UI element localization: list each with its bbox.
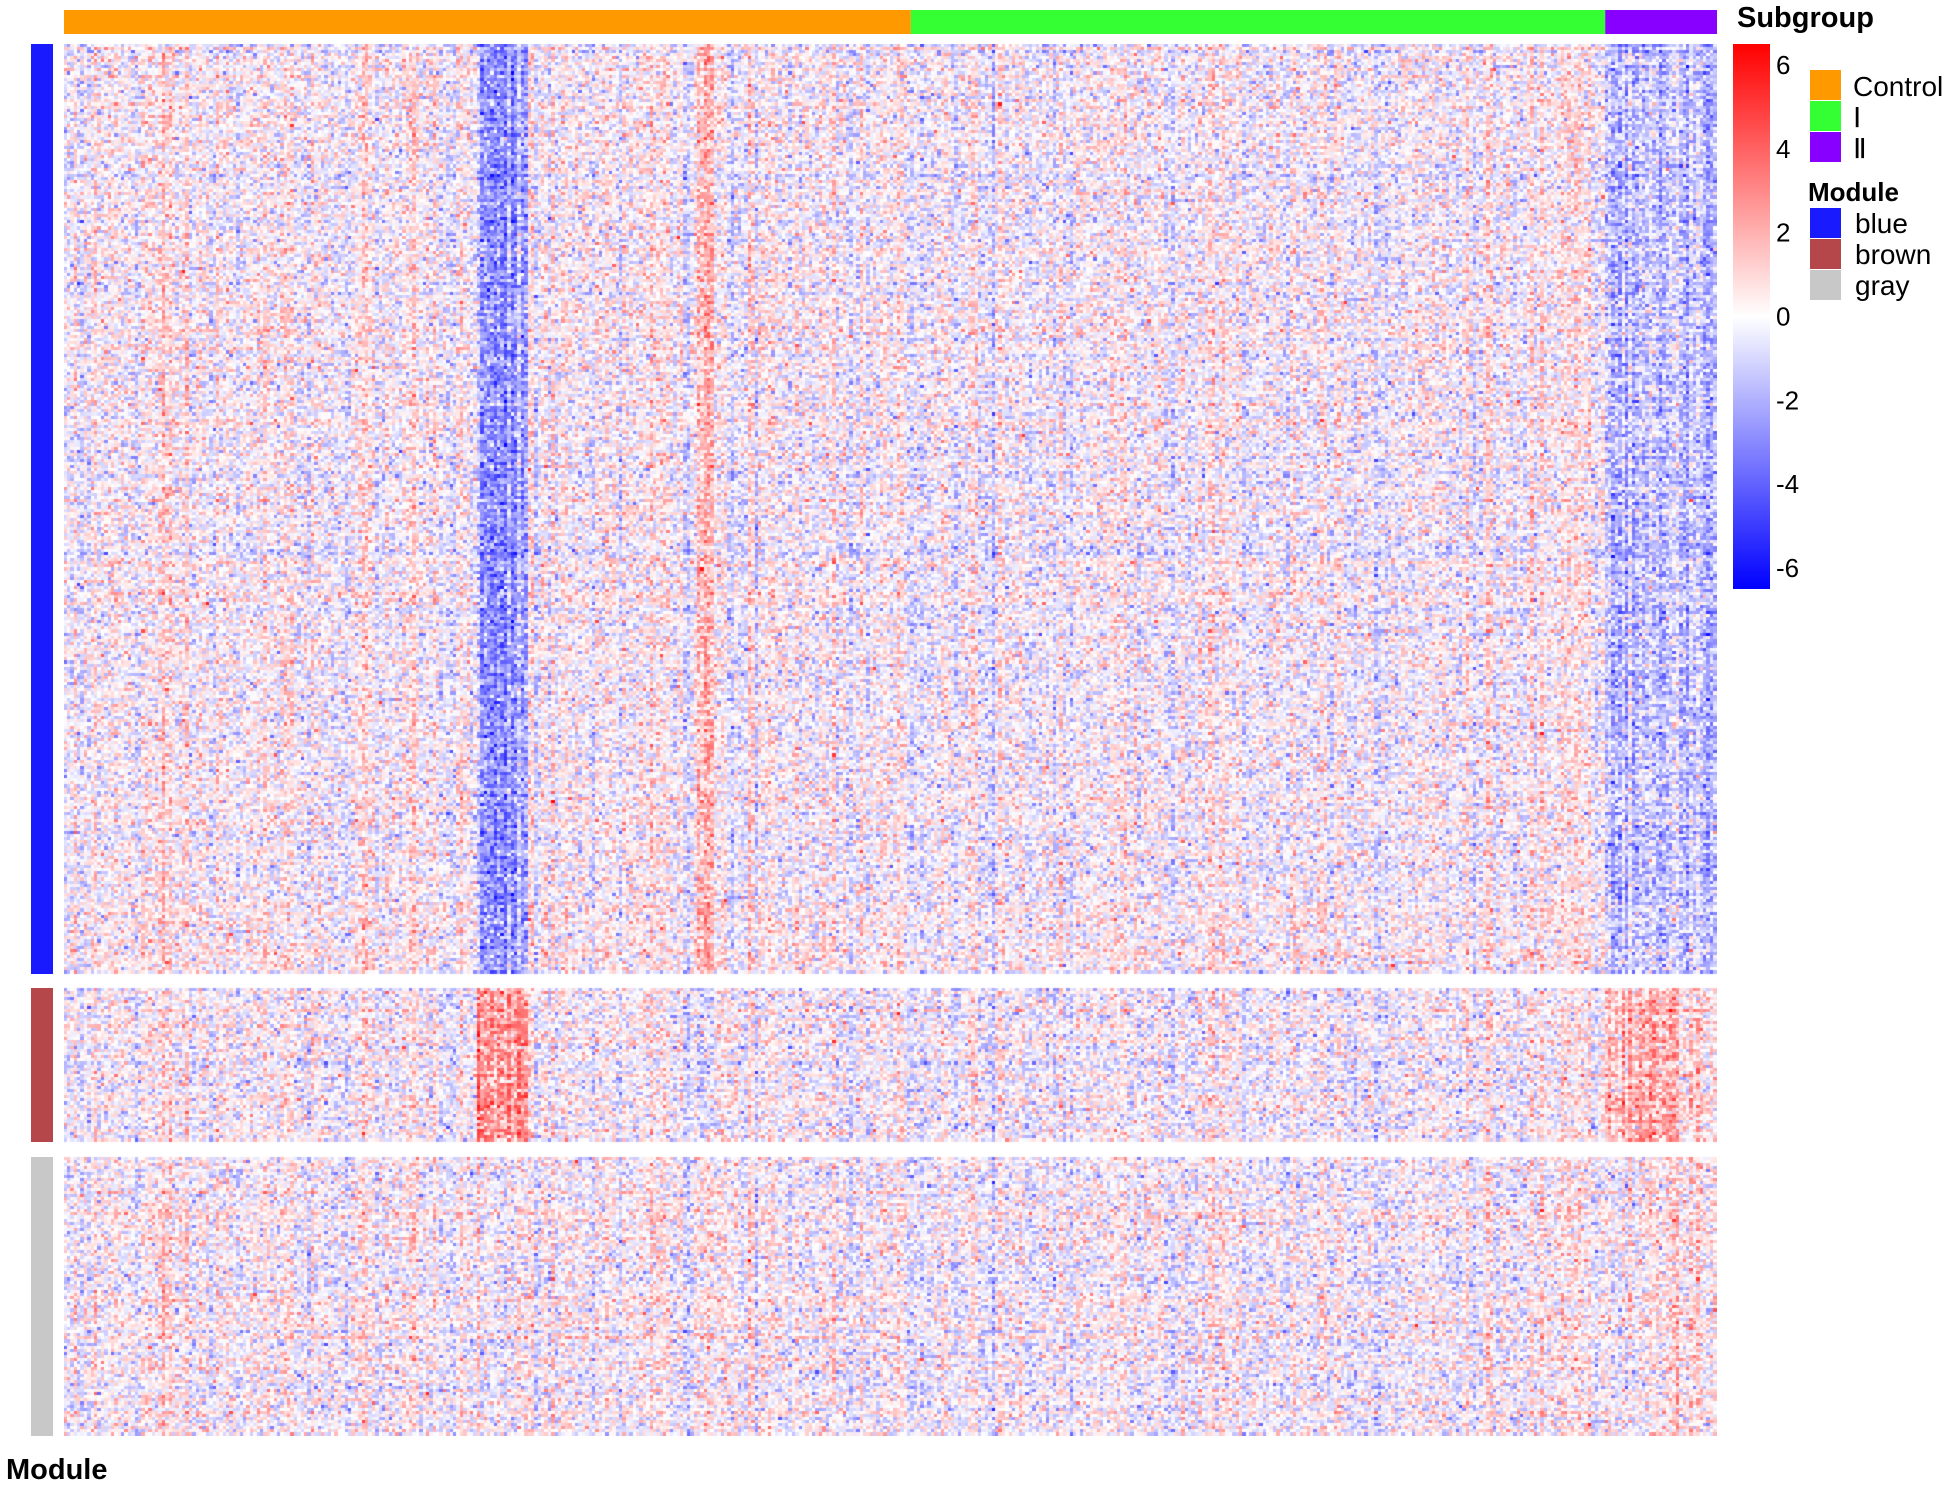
subgroup-segment-Control bbox=[64, 10, 911, 34]
subgroup-legend-title: Subgroup bbox=[1737, 2, 1874, 34]
module-legend-swatch bbox=[1810, 239, 1841, 269]
color-scale-tick-label: 4 bbox=[1776, 134, 1790, 164]
subgroup-legend-label: Ⅱ bbox=[1853, 133, 1867, 164]
module-legend-label: blue bbox=[1855, 208, 1908, 239]
subgroup-legend-label: Control bbox=[1853, 71, 1943, 102]
color-scale-tick-label: 6 bbox=[1776, 50, 1790, 80]
color-scale-tick-label: -4 bbox=[1776, 469, 1799, 499]
color-scale-tick-label: 2 bbox=[1776, 218, 1790, 248]
module-legend-title: Module bbox=[1808, 177, 1899, 207]
heatmap-cells bbox=[64, 44, 1717, 1436]
color-scale-ticks: 6 4 2 0 -2 -4 -6 bbox=[1776, 50, 1799, 583]
subgroup-annotation-bar bbox=[64, 10, 1717, 34]
subgroup-segment-Ⅰ bbox=[910, 10, 1606, 34]
module-segment-brown bbox=[31, 988, 53, 1142]
subgroup-legend-swatch bbox=[1810, 101, 1841, 131]
subgroup-legend-swatch bbox=[1810, 70, 1841, 100]
module-segment-blue bbox=[31, 44, 53, 974]
color-scale-tick-label: -6 bbox=[1776, 553, 1799, 583]
module-legend-swatch bbox=[1810, 270, 1841, 300]
subgroup-legend-label: Ⅰ bbox=[1853, 102, 1861, 133]
module-legend-swatch bbox=[1810, 208, 1841, 238]
module-legend-label: gray bbox=[1855, 270, 1909, 301]
module-axis-title: Module bbox=[6, 1454, 108, 1486]
subgroup-legend-swatch bbox=[1810, 132, 1841, 162]
color-scale-tick-label: 0 bbox=[1776, 302, 1790, 332]
module-segment-gray bbox=[31, 1157, 53, 1436]
module-legend-label: brown bbox=[1855, 239, 1931, 270]
module-annotation-bar bbox=[31, 44, 53, 1436]
subgroup-segment-Ⅱ bbox=[1605, 10, 1717, 34]
color-scale-bar bbox=[1733, 44, 1770, 589]
color-scale-tick-label: -2 bbox=[1776, 385, 1799, 415]
